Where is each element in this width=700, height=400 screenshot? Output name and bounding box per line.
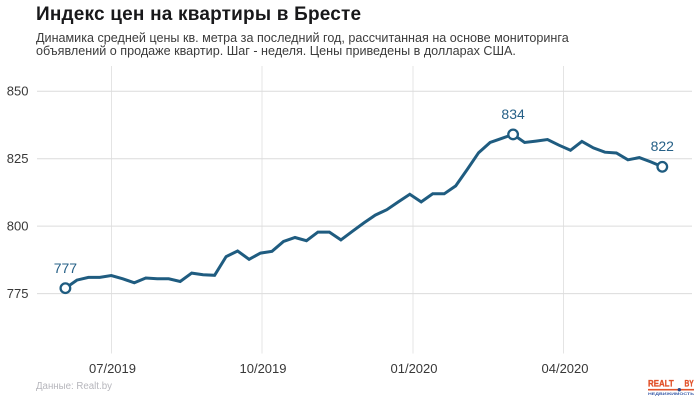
svg-text:REALT: REALT bbox=[648, 378, 674, 388]
svg-text:04/2020: 04/2020 bbox=[542, 361, 589, 376]
svg-text:822: 822 bbox=[651, 138, 675, 154]
svg-text:800: 800 bbox=[7, 219, 29, 234]
svg-text:775: 775 bbox=[7, 286, 29, 301]
svg-text:777: 777 bbox=[54, 260, 78, 276]
svg-text:825: 825 bbox=[7, 151, 29, 166]
svg-text:850: 850 bbox=[7, 84, 29, 99]
svg-text:НЕДВИЖИМОСТЬ: НЕДВИЖИМОСТЬ bbox=[648, 392, 695, 396]
svg-text:BY: BY bbox=[685, 378, 695, 388]
svg-text:01/2020: 01/2020 bbox=[391, 361, 438, 376]
svg-text:834: 834 bbox=[501, 106, 525, 122]
svg-text:10/2019: 10/2019 bbox=[240, 361, 287, 376]
svg-text:07/2019: 07/2019 bbox=[89, 361, 136, 376]
